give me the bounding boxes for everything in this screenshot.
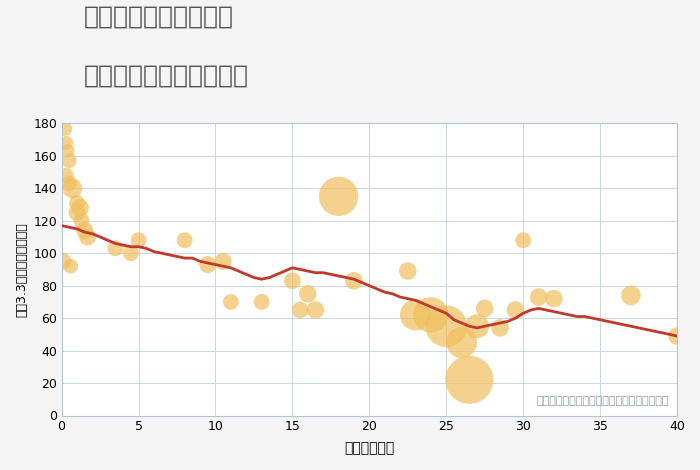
Point <box>402 267 414 275</box>
Point <box>61 172 72 179</box>
Point <box>62 147 74 155</box>
Point <box>349 277 360 284</box>
Point <box>82 233 93 241</box>
Point <box>471 322 482 330</box>
Text: 円の大きさは、取引のあった物件面積を示す: 円の大きさは、取引のあった物件面積を示す <box>537 396 669 406</box>
Point <box>333 193 344 200</box>
Point <box>548 295 559 302</box>
Point <box>441 322 452 330</box>
Point <box>59 125 70 132</box>
Y-axis label: 坪（3.3㎡）単価（万円）: 坪（3.3㎡）単価（万円） <box>15 222 28 317</box>
Point <box>65 262 76 270</box>
Point <box>463 376 475 384</box>
Point <box>479 305 490 312</box>
Text: 築年数別中古戸建て価格: 築年数別中古戸建て価格 <box>84 63 249 87</box>
Point <box>218 258 229 265</box>
Point <box>74 204 85 212</box>
Point <box>410 311 421 319</box>
Point <box>179 236 190 244</box>
Point <box>494 324 505 332</box>
X-axis label: 築年数（年）: 築年数（年） <box>344 441 395 455</box>
Point <box>456 339 467 346</box>
Point <box>133 236 144 244</box>
Point <box>295 306 306 314</box>
Point <box>202 261 214 268</box>
Point <box>517 236 528 244</box>
Point <box>671 332 682 340</box>
Point <box>625 292 636 299</box>
Point <box>57 258 69 265</box>
Point <box>110 244 121 252</box>
Point <box>426 311 437 319</box>
Point <box>71 199 83 207</box>
Point <box>533 293 544 301</box>
Point <box>310 306 321 314</box>
Point <box>79 227 90 234</box>
Point <box>66 185 78 192</box>
Point <box>302 290 314 298</box>
Point <box>510 306 521 314</box>
Point <box>225 298 237 306</box>
Point <box>256 298 267 306</box>
Point <box>64 180 75 187</box>
Point <box>125 250 136 257</box>
Point <box>71 209 83 216</box>
Point <box>61 139 72 147</box>
Point <box>64 157 75 164</box>
Point <box>76 217 88 225</box>
Point <box>287 277 298 284</box>
Text: 千葉県松戸市南花島の: 千葉県松戸市南花島の <box>84 5 234 29</box>
